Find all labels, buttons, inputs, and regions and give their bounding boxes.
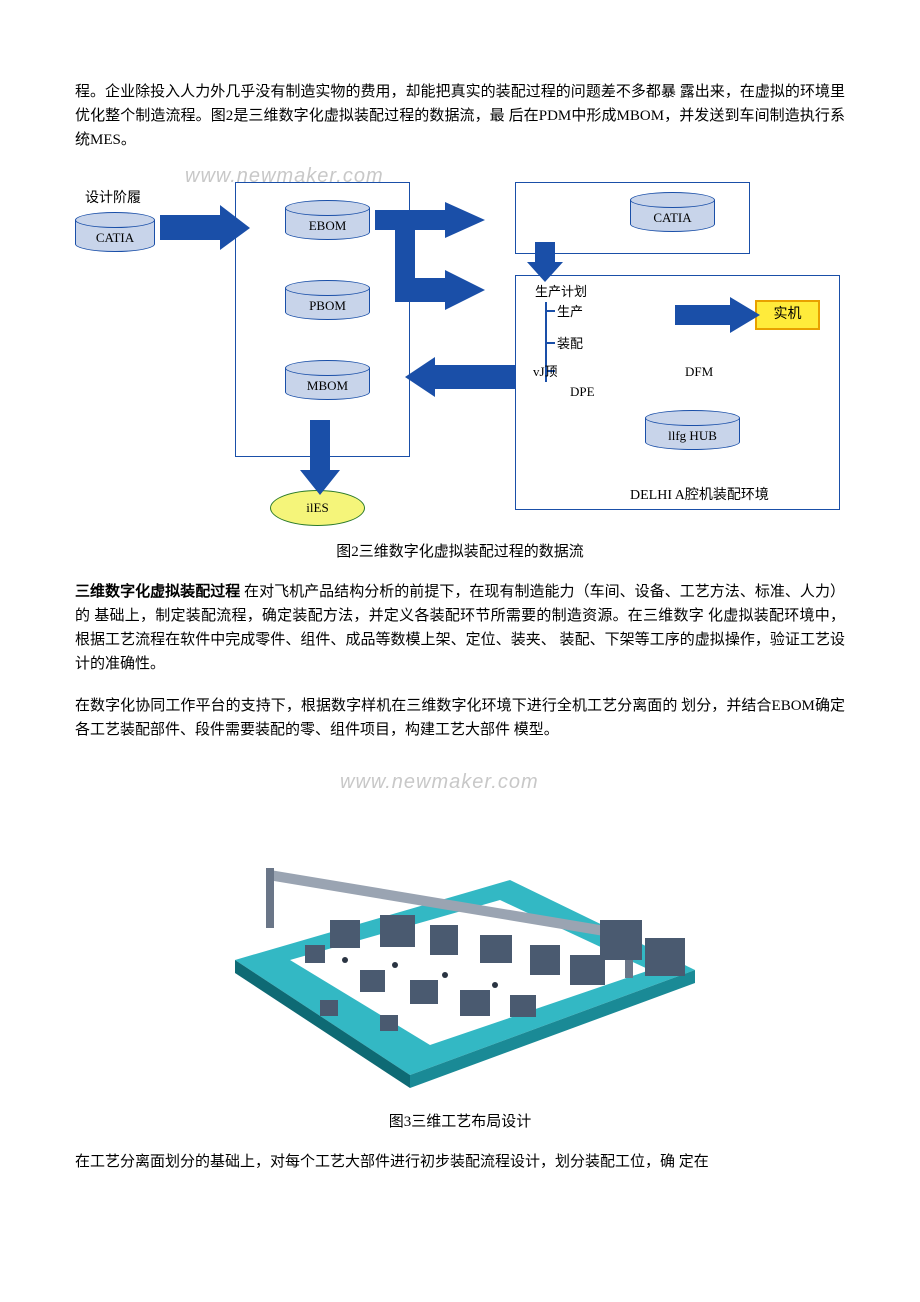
mfghub-label: llfg HUB (668, 426, 717, 447)
fig3-svg (230, 860, 700, 1090)
cylinder-catia-left: CATIA (75, 212, 155, 252)
figure3-image: www.newmaker.com (210, 760, 710, 1100)
cylinder-catia-right: CATIA (630, 192, 715, 232)
ebom-label: EBOM (309, 216, 347, 237)
catia1-label: CATIA (96, 228, 134, 249)
process-paragraph: 三维数字化虚拟装配过程 在对飞机产品结构分析的前提下，在现有制造能力（车间、设备… (75, 580, 845, 676)
process-heading: 三维数字化虚拟装配过程 (75, 583, 240, 600)
arrow-left (405, 357, 515, 397)
label-vj: vJ顶 (533, 362, 558, 383)
fig2-caption: 图2三维数字化虚拟装配过程的数据流 (75, 540, 845, 564)
cylinder-mbom: MBOM (285, 360, 370, 400)
label-env: DELHI A腔机装配环境 (630, 485, 769, 507)
iles-label: ilES (306, 498, 328, 519)
platform-paragraph: 在数字化协同工作平台的支持下，根据数字样机在三维数字化环境下进行全机工艺分离面的… (75, 694, 845, 742)
catia2-label: CATIA (653, 208, 691, 229)
figure2-diagram: www.newmaker.com 设计阶履 PDM 工转 CATIA EBOM … (75, 170, 845, 530)
watermark-fig3: www.newmaker.com (340, 766, 539, 798)
fig3-caption: 图3三维工艺布局设计 (75, 1110, 845, 1134)
cylinder-pbom: PBOM (285, 280, 370, 320)
cylinder-ebom: EBOM (285, 200, 370, 240)
label-dpe: DPE (570, 382, 595, 403)
last-paragraph: 在工艺分离面划分的基础上，对每个工艺大部件进行初步装配流程设计，划分装配工位，确… (75, 1150, 845, 1174)
tree-h1 (545, 310, 555, 312)
tree-h2 (545, 342, 555, 344)
shiji-label: 实机 (774, 304, 802, 326)
cylinder-mfghub: llfg HUB (645, 410, 740, 450)
yellow-box-shiji: 实机 (755, 300, 820, 330)
ellipse-iles: ilES (270, 490, 365, 526)
label-plan: 生产计划 (535, 282, 587, 303)
beam-post-left (266, 868, 274, 928)
intro-paragraph: 程。企业除投入人力外几乎没有制造实物的费用，却能把真实的装配过程的问题差不多都暴… (75, 80, 845, 152)
pbom-label: PBOM (309, 296, 346, 317)
label-assemble: 装配 (557, 334, 583, 355)
label-dfm: DFM (685, 362, 713, 383)
label-design-stage: 设计阶履 (85, 188, 141, 210)
label-produce: 生产 (557, 302, 583, 323)
mbom-label: MBOM (307, 376, 348, 397)
